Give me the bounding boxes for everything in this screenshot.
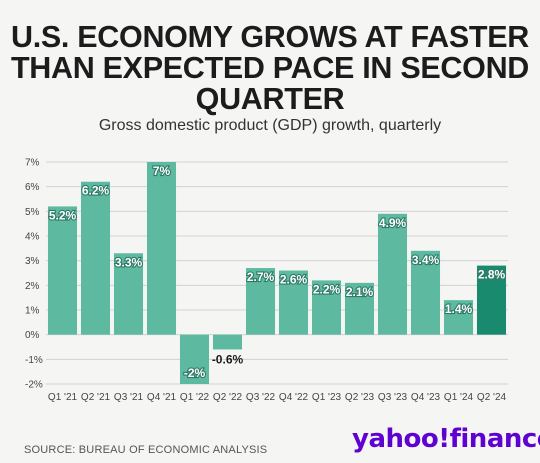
chart-subtitle: Gross domestic product (GDP) growth, qua… xyxy=(98,117,442,134)
title-line: THAN EXPECTED PACE IN SECOND xyxy=(10,51,530,85)
y-tick-label: 4% xyxy=(25,232,40,243)
x-tick-label: Q4 '23 xyxy=(411,392,441,403)
chart-title: U.S. ECONOMY GROWS AT FASTER THAN EXPECT… xyxy=(0,22,540,115)
y-tick-label: 1% xyxy=(25,306,40,317)
yahoo-finance-logo: yahoo!finance xyxy=(352,424,540,454)
data-label: 1.4% xyxy=(445,302,473,316)
data-label: -0.6% xyxy=(212,352,244,366)
data-label: 2.1% xyxy=(346,285,374,299)
source-note: SOURCE: BUREAU OF ECONOMIC ANALYSIS xyxy=(24,444,268,456)
y-tick-label: 2% xyxy=(25,281,40,292)
bar xyxy=(311,280,342,335)
x-tick-label: Q3 '23 xyxy=(378,392,408,403)
bar xyxy=(113,253,144,335)
bar xyxy=(443,300,474,335)
bar xyxy=(212,334,243,350)
bar xyxy=(179,334,210,384)
bar xyxy=(476,265,507,335)
data-label: 2.2% xyxy=(313,282,341,296)
x-tick-label: Q3 '22 xyxy=(246,392,276,403)
x-tick-label: Q4 '21 xyxy=(147,392,177,403)
bar xyxy=(146,162,177,335)
y-tick-label: 3% xyxy=(25,256,40,267)
x-tick-label: Q1 '21 xyxy=(48,392,78,403)
data-label: 2.6% xyxy=(280,273,308,287)
y-tick-label: -1% xyxy=(25,355,43,366)
data-label: 7% xyxy=(153,164,171,178)
x-tick-label: Q2 '22 xyxy=(213,392,243,403)
x-tick-label: Q2 '23 xyxy=(345,392,375,403)
title-line: QUARTER xyxy=(195,82,345,116)
y-tick-label: 0% xyxy=(25,330,40,341)
x-tick-label: Q4 '22 xyxy=(279,392,309,403)
data-label: -2% xyxy=(184,366,206,380)
y-tick-label: 5% xyxy=(25,207,40,218)
data-label: 5.2% xyxy=(49,208,77,222)
data-label: 3.4% xyxy=(412,253,440,267)
bar xyxy=(47,206,78,335)
gdp-bar-chart: -2% -1% 0% 1% 2% 3% 4% 5% 6% 7% 5.2% Q1 '21 6.2% Q2 '… xyxy=(25,158,508,403)
x-tick-label: Q1 '24 xyxy=(444,392,474,403)
x-tick-label: Q1 '22 xyxy=(180,392,210,403)
bar xyxy=(245,268,276,335)
data-label: 6.2% xyxy=(82,184,110,198)
bar xyxy=(278,270,309,335)
x-tick-label: Q2 '21 xyxy=(81,392,111,403)
bar xyxy=(344,282,375,335)
bar xyxy=(80,181,111,335)
data-label: 2.7% xyxy=(247,270,275,284)
y-tick-label: 6% xyxy=(25,182,40,193)
data-label: 3.3% xyxy=(115,255,143,269)
x-tick-label: Q1 '23 xyxy=(312,392,342,403)
bar xyxy=(410,250,441,335)
x-tick-label: Q2 '24 xyxy=(477,392,507,403)
y-tick-label: 7% xyxy=(25,158,40,169)
y-tick-label: -2% xyxy=(25,380,43,391)
data-label: 2.8% xyxy=(478,268,506,282)
x-tick-label: Q3 '21 xyxy=(114,392,144,403)
title-line: U.S. ECONOMY GROWS AT FASTER xyxy=(10,20,530,54)
data-label: 4.9% xyxy=(379,216,407,230)
bar xyxy=(377,213,408,335)
